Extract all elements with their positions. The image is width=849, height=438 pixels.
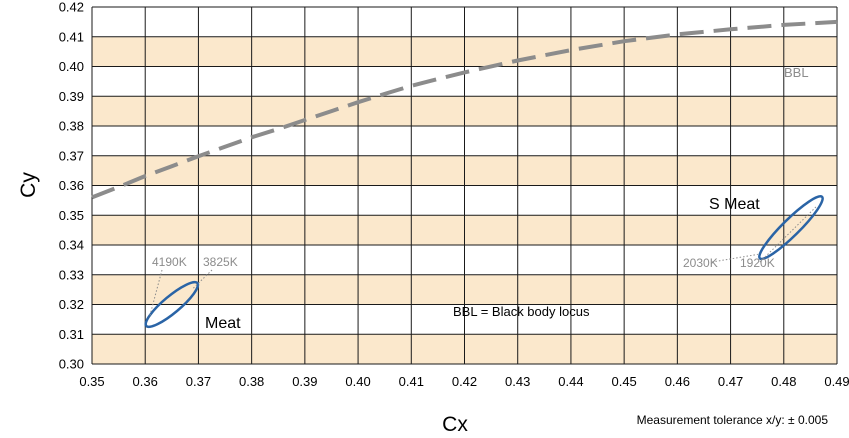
x-tick-label: 0.41 bbox=[399, 374, 424, 389]
y-axis-title: Cy bbox=[17, 172, 40, 198]
y-tick-label: 0.34 bbox=[59, 238, 84, 253]
leader-line bbox=[759, 206, 817, 263]
leader-line bbox=[193, 269, 213, 289]
ellipse-group bbox=[144, 195, 824, 329]
y-tick-label: 0.38 bbox=[59, 119, 84, 134]
x-tick-label: 0.44 bbox=[558, 374, 583, 389]
x-tick-label: 0.48 bbox=[771, 374, 796, 389]
y-tick-label: 0.35 bbox=[59, 208, 84, 223]
series-line-bbl bbox=[91, 19, 838, 200]
y-tick-label: 0.31 bbox=[59, 327, 84, 342]
x-tick-label: 0.45 bbox=[611, 374, 636, 389]
x-tick-label: 0.35 bbox=[79, 374, 104, 389]
bbl-label: BBL bbox=[784, 65, 809, 80]
annotations: Cx Cy BBL BBL = Black body locus Measure… bbox=[17, 65, 828, 436]
x-tick-label: 0.42 bbox=[452, 374, 477, 389]
bbl-note: BBL = Black body locus bbox=[453, 304, 590, 319]
x-tick-label: 0.46 bbox=[665, 374, 690, 389]
s-meat-cct-high-label: 1920K bbox=[740, 256, 775, 270]
s-meat-cct-low-label: 2030K bbox=[683, 256, 718, 270]
y-tick-label: 0.39 bbox=[59, 89, 84, 104]
y-tick-label: 0.37 bbox=[59, 148, 84, 163]
x-tick-label: 0.40 bbox=[345, 374, 370, 389]
s-meat-label: S Meat bbox=[709, 196, 760, 213]
leader-line bbox=[711, 253, 758, 263]
y-tick-label: 0.42 bbox=[59, 0, 84, 15]
y-tick-label: 0.32 bbox=[59, 297, 84, 312]
y-tick-label: 0.40 bbox=[59, 59, 84, 74]
leader-line bbox=[148, 269, 163, 319]
y-tick-label: 0.41 bbox=[59, 29, 84, 44]
bbl-series bbox=[91, 19, 838, 200]
x-tick-label: 0.39 bbox=[292, 374, 317, 389]
x-axis-title: Cx bbox=[442, 413, 468, 436]
footnote: Measurement tolerance x/y: ± 0.005 bbox=[637, 413, 829, 427]
meat-cct-high-label: 3825K bbox=[203, 255, 238, 269]
x-tick-label: 0.43 bbox=[505, 374, 530, 389]
x-tick-label: 0.37 bbox=[186, 374, 211, 389]
x-tick-label: 0.47 bbox=[718, 374, 743, 389]
meat-label: Meat bbox=[205, 315, 241, 332]
ellipse-s-meat bbox=[758, 195, 824, 261]
grid-lines bbox=[91, 6, 838, 365]
y-tick-label: 0.36 bbox=[59, 178, 84, 193]
meat-cct-low-label: 4190K bbox=[152, 255, 187, 269]
x-tick-labels: 0.35 0.36 0.37 0.38 0.39 0.40 0.41 0.42 0.43 0.44… bbox=[79, 374, 849, 389]
x-tick-label: 0.36 bbox=[133, 374, 158, 389]
x-tick-label: 0.49 bbox=[824, 374, 849, 389]
ellipse-meat bbox=[144, 280, 200, 329]
x-tick-label: 0.38 bbox=[239, 374, 264, 389]
y-tick-label: 0.33 bbox=[59, 267, 84, 282]
y-tick-labels: 0.30 0.31 0.32 0.33 0.34 0.35 0.36 0.37 0.38 0.39… bbox=[59, 0, 84, 372]
y-tick-label: 0.30 bbox=[59, 357, 84, 372]
